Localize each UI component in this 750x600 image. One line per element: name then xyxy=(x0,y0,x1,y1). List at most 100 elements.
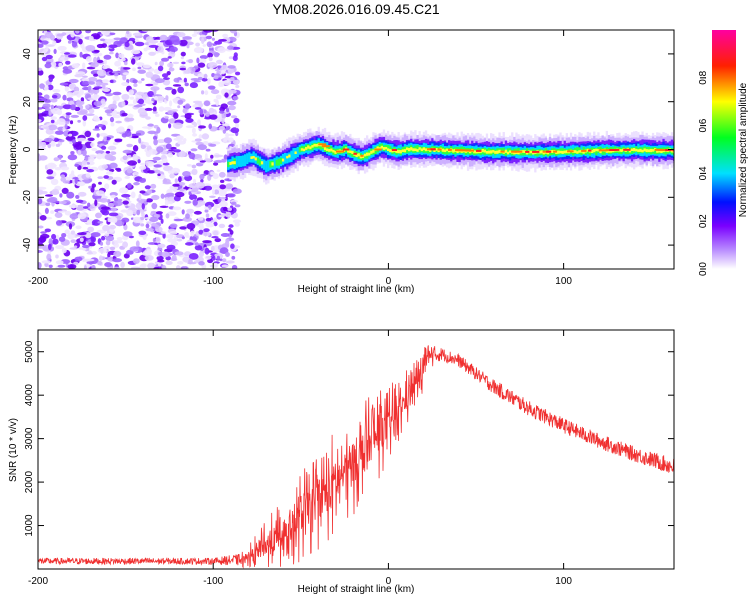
track-band xyxy=(630,148,634,151)
noise-speckle xyxy=(87,85,92,91)
track-band xyxy=(563,150,566,154)
noise-speckle xyxy=(74,143,83,150)
noise-speckle xyxy=(169,173,175,179)
noise-speckle xyxy=(149,40,159,44)
noise-speckle xyxy=(99,198,109,203)
track-band xyxy=(418,147,421,150)
noise-speckle xyxy=(93,73,99,77)
noise-speckle xyxy=(173,137,184,141)
noise-speckle xyxy=(99,132,108,137)
noise-speckle xyxy=(212,255,216,261)
noise-speckle xyxy=(216,59,223,65)
noise-speckle xyxy=(60,174,65,178)
noise-speckle xyxy=(173,112,179,119)
noise-speckle xyxy=(229,30,237,34)
track-band xyxy=(548,150,552,156)
noise-speckle xyxy=(114,139,123,143)
track-band xyxy=(378,147,381,150)
noise-speckle xyxy=(147,170,156,174)
noise-speckle xyxy=(88,35,94,42)
noise-speckle xyxy=(126,209,134,216)
noise-speckle xyxy=(52,40,57,46)
track-band xyxy=(513,151,516,155)
noise-speckle xyxy=(86,169,95,173)
noise-speckle xyxy=(222,33,229,38)
noise-speckle xyxy=(103,246,111,249)
noise-speckle xyxy=(198,229,204,235)
noise-speckle xyxy=(137,69,146,74)
track-peak xyxy=(476,149,482,152)
track-band xyxy=(227,161,230,168)
noise-speckle xyxy=(72,90,82,96)
noise-speckle xyxy=(176,32,186,38)
noise-speckle xyxy=(155,236,161,244)
noise-speckle xyxy=(218,171,226,178)
noise-speckle xyxy=(153,82,159,85)
noise-speckle xyxy=(162,181,172,185)
noise-speckle xyxy=(145,83,154,87)
noise-speckle xyxy=(57,264,66,268)
noise-speckle xyxy=(103,175,109,179)
noise-speckle xyxy=(48,111,52,116)
noise-speckle xyxy=(81,159,87,166)
noise-speckle xyxy=(97,221,104,224)
noise-speckle xyxy=(83,265,87,269)
noise-speckle xyxy=(144,185,151,190)
noise-speckle xyxy=(116,168,122,172)
noise-speckle xyxy=(179,188,185,192)
noise-speckle xyxy=(201,77,208,82)
noise-speckle xyxy=(112,141,119,146)
track-band xyxy=(420,148,423,152)
noise-speckle xyxy=(47,84,54,91)
track-band xyxy=(267,159,270,172)
noise-speckle xyxy=(108,44,118,49)
track-band xyxy=(265,160,268,173)
noise-speckle xyxy=(38,262,42,269)
track-peak xyxy=(511,150,517,153)
noise-speckle xyxy=(160,231,167,234)
track-band xyxy=(576,147,579,154)
noise-speckle xyxy=(142,64,151,69)
track-band xyxy=(323,147,327,151)
noise-speckle xyxy=(122,200,129,205)
noise-speckle xyxy=(59,193,63,198)
track-band xyxy=(357,153,360,157)
noise-speckle xyxy=(131,58,136,65)
noise-speckle xyxy=(219,188,227,195)
noise-speckle xyxy=(227,89,237,94)
noise-speckle xyxy=(152,238,156,243)
noise-speckle xyxy=(72,130,77,137)
noise-speckle xyxy=(230,76,235,81)
track-band xyxy=(313,143,316,147)
noise-speckle xyxy=(134,41,145,47)
snr-series-line xyxy=(38,345,674,569)
track-band xyxy=(403,149,407,153)
noise-speckle xyxy=(133,104,143,108)
noise-speckle xyxy=(38,189,44,195)
track-band xyxy=(376,146,379,150)
noise-speckle xyxy=(147,130,157,135)
noise-speckle xyxy=(205,35,212,40)
noise-speckle xyxy=(38,198,43,205)
noise-speckle xyxy=(176,238,183,242)
noise-speckle xyxy=(155,211,163,215)
track-band xyxy=(586,148,589,152)
noise-speckle xyxy=(214,154,224,158)
noise-speckle xyxy=(168,50,176,58)
noise-speckle xyxy=(207,205,212,209)
noise-speckle xyxy=(74,256,83,262)
noise-speckle xyxy=(104,109,113,114)
track-band xyxy=(641,149,644,153)
snr-ytick-label: 1000 xyxy=(24,514,35,537)
noise-speckle xyxy=(137,80,142,84)
noise-speckle xyxy=(167,62,174,68)
noise-speckle xyxy=(147,262,156,269)
noise-speckle xyxy=(109,51,114,55)
noise-speckle xyxy=(128,89,134,96)
noise-speckle xyxy=(128,37,136,42)
noise-speckle xyxy=(202,141,209,145)
track-band xyxy=(397,150,400,154)
noise-speckle xyxy=(188,152,196,159)
noise-speckle xyxy=(205,213,210,218)
noise-speckle xyxy=(88,242,96,247)
